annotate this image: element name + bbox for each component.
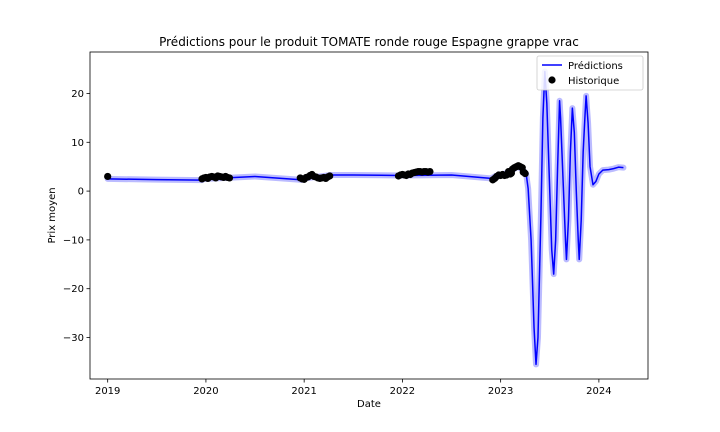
x-tick-label: 2022 <box>390 386 415 397</box>
y-axis: −30 −20 −10 0 10 20 <box>63 89 90 344</box>
chart-title: Prédictions pour le produit TOMATE ronde… <box>159 35 579 49</box>
legend-predictions-label: Prédictions <box>568 60 623 72</box>
x-tick-label: 2021 <box>291 386 316 397</box>
historique-point <box>104 172 112 181</box>
x-tick-label: 2019 <box>95 386 120 397</box>
y-axis-label: Prix moyen <box>47 187 58 243</box>
x-axis-label: Date <box>357 399 381 410</box>
y-tick-label: −30 <box>63 333 84 344</box>
x-tick-label: 2023 <box>488 386 513 397</box>
y-tick-label: −20 <box>63 284 84 295</box>
historique-point <box>326 172 334 180</box>
y-tick-label: 0 <box>78 187 84 198</box>
y-tick-label: 20 <box>71 89 84 100</box>
x-axis: 2019 2020 2021 2022 2023 2024 <box>95 379 612 397</box>
x-tick-label: 2024 <box>586 386 611 397</box>
legend: Prédictions Historique <box>536 55 644 91</box>
historique-point <box>426 167 434 176</box>
x-tick-label: 2020 <box>193 386 218 397</box>
y-tick-label: 10 <box>71 138 84 149</box>
plot-area-frame <box>89 51 649 380</box>
predictions-line-segment <box>107 178 202 181</box>
legend-historique-label: Historique <box>568 76 619 87</box>
historique-point <box>225 174 234 182</box>
historique-point <box>521 169 529 178</box>
legend-historique-swatch <box>548 76 556 84</box>
y-tick-label: −10 <box>63 235 84 246</box>
legend-box <box>536 55 644 91</box>
